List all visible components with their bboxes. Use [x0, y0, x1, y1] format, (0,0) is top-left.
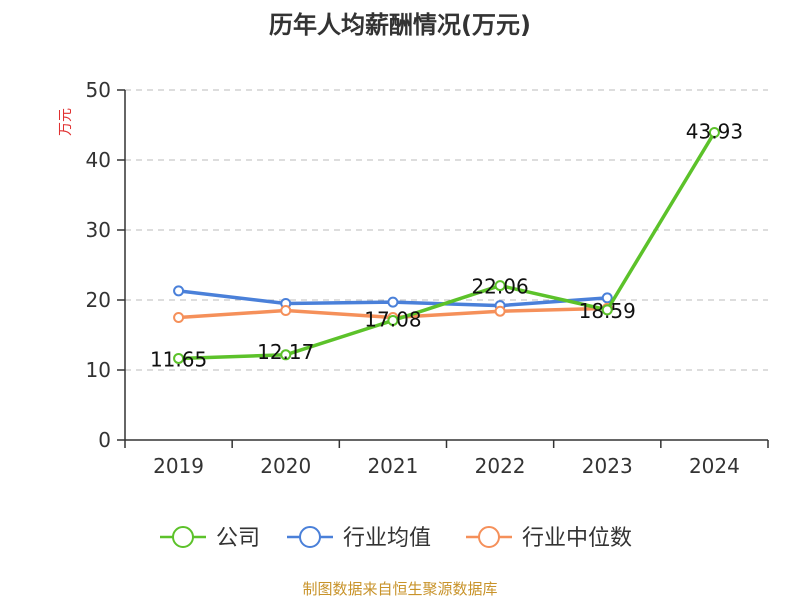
legend-label: 行业中位数	[522, 526, 632, 551]
series-group	[173, 126, 720, 364]
data-point[interactable]	[173, 312, 185, 323]
y-tick-label: 30	[86, 218, 111, 242]
y-tick-label: 10	[86, 358, 111, 382]
legend-marker	[172, 526, 194, 548]
legend-item-2[interactable]: 行业中位数	[466, 526, 632, 551]
data-point[interactable]	[387, 314, 399, 326]
x-tick-label: 2023	[582, 454, 633, 478]
data-label: 22.06	[471, 275, 528, 299]
data-point[interactable]	[494, 280, 506, 292]
data-label: 43.93	[686, 119, 743, 143]
data-label: 17.08	[364, 307, 421, 331]
data-point[interactable]	[601, 304, 613, 316]
x-tick-label: 2021	[367, 454, 418, 478]
data-label: 18.59	[579, 299, 636, 323]
x-tick-label: 2019	[153, 454, 204, 478]
data-point[interactable]	[708, 126, 720, 138]
x-tick-label: 2024	[689, 454, 740, 478]
legend-label: 行业均值	[343, 526, 431, 551]
grid-lines	[125, 89, 768, 371]
y-tick-label: 40	[86, 148, 111, 172]
series-line-0	[178, 131, 716, 361]
data-label: 11.65	[150, 347, 207, 371]
data-point[interactable]	[280, 349, 292, 361]
data-labels: 11.65 12.17 17.08 22.06 18.59 43.93	[150, 119, 743, 371]
data-point[interactable]	[601, 292, 613, 304]
legend-item-1[interactable]: 行业均值	[287, 526, 431, 551]
y-tick-label: 0	[98, 428, 111, 452]
legend-marker	[478, 526, 500, 548]
data-point[interactable]	[280, 305, 292, 316]
y-tick-label: 20	[86, 288, 111, 312]
legend: 公司 行业均值 行业中位数	[160, 526, 632, 551]
x-tick-label: 2020	[260, 454, 311, 478]
data-point[interactable]	[387, 296, 399, 308]
data-label: 12.17	[257, 340, 314, 364]
legend-item-0[interactable]: 公司	[160, 526, 260, 551]
chart-title: 历年人均薪酬情况(万元)	[269, 11, 531, 39]
data-point[interactable]	[494, 305, 506, 317]
legend-label: 公司	[216, 526, 260, 551]
axes: 0 10 20 30 40 50 2019 2020 2021 2022 2023 2024	[86, 78, 769, 478]
legend-marker	[299, 526, 321, 548]
y-axis-label: 万元	[58, 108, 74, 136]
data-point[interactable]	[173, 285, 185, 297]
data-point[interactable]	[173, 352, 185, 364]
x-tick-label: 2022	[475, 454, 526, 478]
y-tick-label: 50	[86, 78, 111, 102]
source-note: 制图数据来自恒生聚源数据库	[302, 580, 497, 598]
